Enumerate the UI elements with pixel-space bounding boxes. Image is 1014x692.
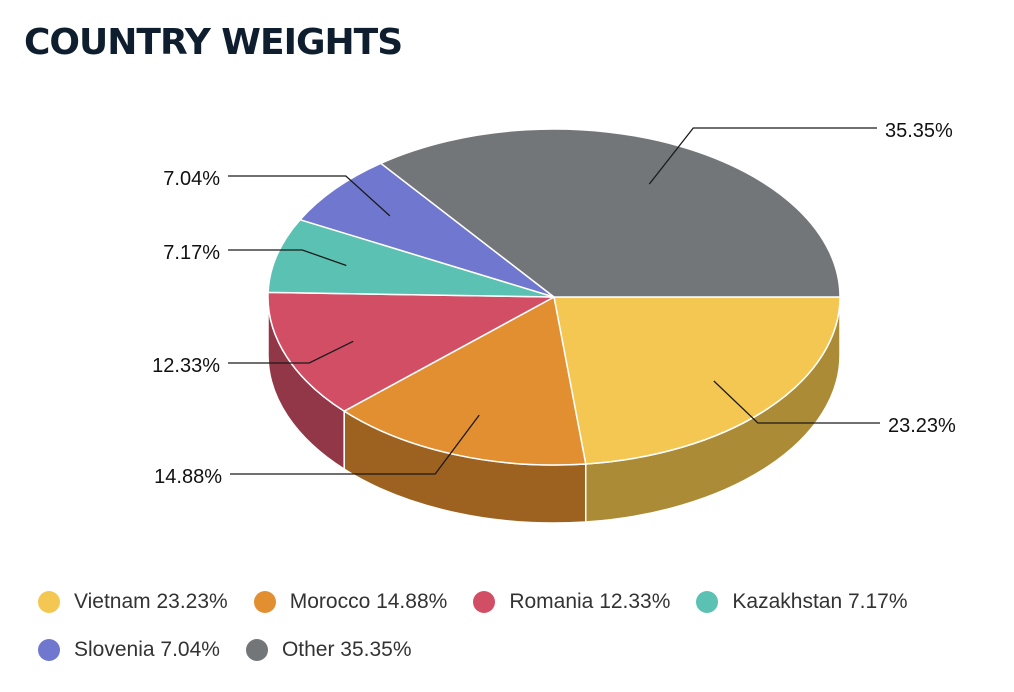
- pie-slice-slovenia[interactable]: [299, 162, 555, 298]
- leader-line-other: [648, 127, 877, 185]
- legend-item-vietnam[interactable]: Vietnam 23.23%: [38, 590, 228, 614]
- data-label-morocco: 14.88%: [154, 466, 222, 488]
- pie-slice-other[interactable]: [380, 128, 841, 298]
- legend-swatch-romania: [473, 591, 496, 613]
- leader-line-kazakhstan: [228, 249, 347, 267]
- legend-row-2: Slovenia 7.04% Other 35.35%: [38, 626, 998, 674]
- legend-item-slovenia[interactable]: Slovenia 7.04%: [38, 638, 220, 662]
- legend-row-1: Vietnam 23.23% Morocco 14.88% Romania 12…: [38, 578, 998, 626]
- leader-line-morocco: [230, 414, 480, 475]
- legend-item-other[interactable]: Other 35.35%: [245, 638, 412, 662]
- leader-line-vietnam: [713, 380, 880, 424]
- data-label-slovenia: 7.04%: [163, 168, 220, 190]
- legend-item-morocco[interactable]: Morocco 14.88%: [253, 590, 448, 614]
- pie-chart: 23.23% 14.88% 12.33% 7.17% 7.04% 35.35%: [152, 120, 956, 524]
- data-label-romania: 12.33%: [152, 355, 220, 377]
- legend-label-slovenia: Slovenia 7.04%: [74, 638, 220, 661]
- legend: Vietnam 23.23% Morocco 14.88% Romania 12…: [38, 578, 998, 674]
- legend-swatch-vietnam: [38, 591, 60, 613]
- legend-swatch-kazakhstan: [696, 591, 719, 613]
- legend-item-kazakhstan[interactable]: Kazakhstan 7.17%: [696, 590, 908, 614]
- data-label-kazakhstan: 7.17%: [163, 242, 220, 264]
- legend-label-romania: Romania 12.33%: [509, 590, 671, 613]
- pie-slice-morocco[interactable]: [343, 296, 587, 466]
- pie-slice-romania[interactable]: [267, 291, 555, 412]
- legend-swatch-other: [245, 639, 268, 661]
- chart-title: COUNTRY WEIGHTS: [24, 22, 403, 63]
- legend-swatch-slovenia: [38, 639, 60, 661]
- legend-label-vietnam: Vietnam 23.23%: [74, 590, 228, 613]
- legend-swatch-morocco: [253, 591, 276, 613]
- legend-label-kazakhstan: Kazakhstan 7.17%: [732, 590, 908, 613]
- legend-label-morocco: Morocco 14.88%: [289, 590, 448, 613]
- legend-item-romania[interactable]: Romania 12.33%: [473, 590, 670, 614]
- leader-line-romania: [228, 340, 354, 364]
- pie-slice-kazakhstan[interactable]: [267, 218, 555, 298]
- leader-line-slovenia: [228, 175, 391, 217]
- data-label-vietnam: 23.23%: [888, 415, 956, 437]
- legend-label-other: Other 35.35%: [281, 638, 412, 661]
- pie-slice-vietnam[interactable]: [553, 296, 841, 465]
- data-label-other: 35.35%: [885, 120, 953, 142]
